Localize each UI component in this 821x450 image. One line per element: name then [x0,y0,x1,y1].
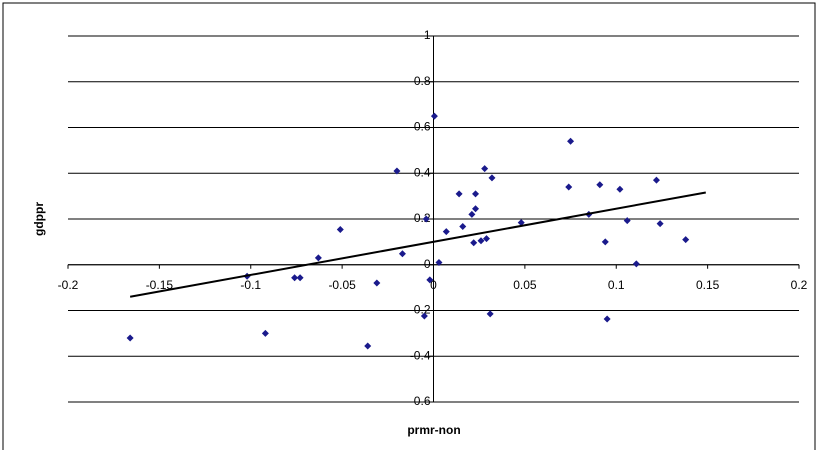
point [297,274,304,281]
point [596,181,603,188]
point [488,174,495,181]
point [373,280,380,287]
point [602,238,609,245]
point [443,228,450,235]
point [337,226,344,233]
x-axis-title: prmr-non [407,423,460,437]
point [456,190,463,197]
point [682,236,689,243]
point [604,315,611,322]
point [565,183,572,190]
x-tick-label: 0.05 [513,278,537,292]
point [399,250,406,257]
x-tick-label: -0.1 [240,278,261,292]
y-tick-label: 0 [424,257,431,271]
x-tick-label: 0.15 [696,278,720,292]
y-tick-label: 0.6 [414,120,431,134]
point [481,165,488,172]
y-tick-label: 0.8 [414,74,431,88]
point [567,138,574,145]
point [364,342,371,349]
chart: gdppr prmr-non -0.6 -0.4 -0.2 0 0.2 0.4 0.6 0.8… [0,0,821,450]
point [657,220,664,227]
point [472,205,479,212]
y-tick-label: 1 [424,28,431,42]
point [459,223,466,230]
x-tick-label: 0.2 [791,278,808,292]
point [653,177,660,184]
x-tick-label: 0.1 [608,278,625,292]
y-axis-title: gdppr [32,202,46,236]
x-tick-label: -0.2 [58,278,79,292]
point [472,190,479,197]
point [616,186,623,193]
y-tick-label: -0.2 [410,303,431,317]
y-tick-label: -0.6 [410,394,431,408]
point [468,211,475,218]
chart-frame [3,3,815,450]
point [487,310,494,317]
point [470,239,477,246]
x-tick-label: -0.05 [328,278,356,292]
point [624,217,631,224]
point [431,113,438,120]
y-tick-label: 0.4 [414,165,431,179]
point [633,260,640,267]
point [262,330,269,337]
point [127,334,134,341]
point [315,254,322,261]
y-tick-label: -0.4 [410,348,431,362]
